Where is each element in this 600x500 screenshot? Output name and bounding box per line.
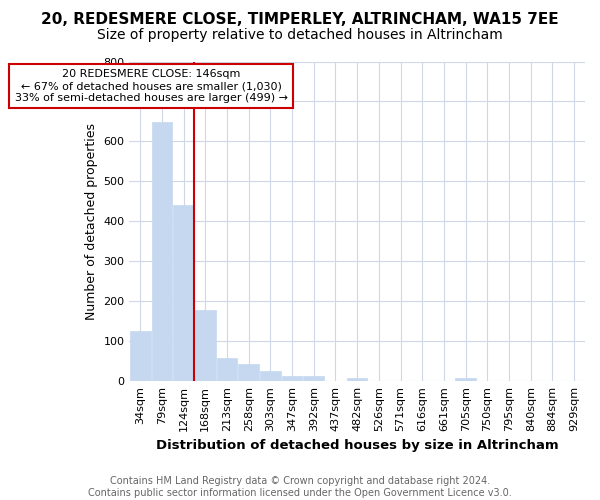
- Bar: [238, 364, 259, 381]
- Bar: [173, 206, 194, 381]
- Text: Size of property relative to detached houses in Altrincham: Size of property relative to detached ho…: [97, 28, 503, 42]
- Bar: [260, 371, 281, 381]
- Text: Contains HM Land Registry data © Crown copyright and database right 2024.
Contai: Contains HM Land Registry data © Crown c…: [88, 476, 512, 498]
- Text: 20 REDESMERE CLOSE: 146sqm
← 67% of detached houses are smaller (1,030)
33% of s: 20 REDESMERE CLOSE: 146sqm ← 67% of deta…: [14, 70, 287, 102]
- Bar: [282, 376, 302, 381]
- Bar: [152, 122, 172, 381]
- Y-axis label: Number of detached properties: Number of detached properties: [85, 123, 98, 320]
- Bar: [217, 358, 238, 381]
- Bar: [304, 376, 324, 381]
- Bar: [130, 331, 151, 381]
- Bar: [347, 378, 367, 381]
- X-axis label: Distribution of detached houses by size in Altrincham: Distribution of detached houses by size …: [156, 440, 559, 452]
- Bar: [195, 310, 215, 381]
- Bar: [455, 378, 476, 381]
- Text: 20, REDESMERE CLOSE, TIMPERLEY, ALTRINCHAM, WA15 7EE: 20, REDESMERE CLOSE, TIMPERLEY, ALTRINCH…: [41, 12, 559, 28]
